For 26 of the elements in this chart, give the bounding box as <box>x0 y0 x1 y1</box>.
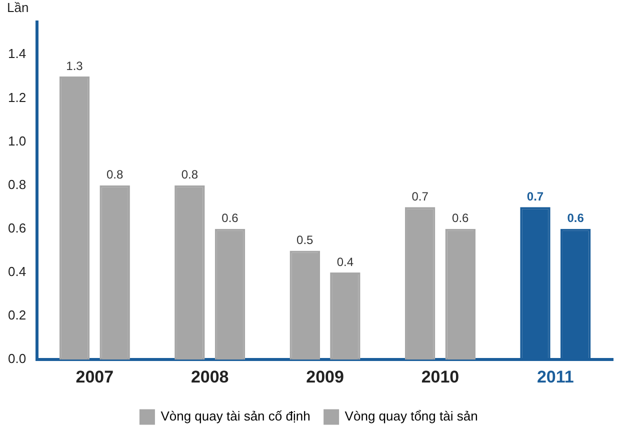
data-label: 0.8 <box>106 168 124 182</box>
y-tick-label: 0.8 <box>8 176 26 192</box>
data-label: 0.6 <box>567 211 584 226</box>
x-tick-label: 2007 <box>76 367 114 386</box>
x-tick-label: 2009 <box>306 367 344 386</box>
y-tick-label: 0.2 <box>8 308 26 323</box>
legend-label: Vòng quay tổng tài sản <box>344 408 478 424</box>
y-tick-label: 1.0 <box>8 133 26 148</box>
x-tick-label: 2011 <box>536 367 574 386</box>
y-tick-label: 1.2 <box>8 90 26 105</box>
x-tick-label: 2008 <box>190 367 229 386</box>
data-label: 0.7 <box>526 189 544 204</box>
y-axis-title: Lần <box>7 0 29 16</box>
data-label: 0.6 <box>452 211 470 226</box>
data-label: 0.7 <box>412 189 429 204</box>
x-tick-label: 2010 <box>421 367 460 386</box>
data-label: 0.4 <box>336 254 354 269</box>
data-label: 1.3 <box>66 58 84 73</box>
data-label: 0.5 <box>296 233 314 248</box>
y-tick-label: 0.6 <box>8 220 26 236</box>
legend-label: Vòng quay tài sản cố định <box>160 408 310 424</box>
y-tick-label: 0.0 <box>8 351 26 366</box>
y-tick-label: 1.4 <box>8 46 26 62</box>
data-label: 0.8 <box>181 168 198 182</box>
data-label: 0.6 <box>222 211 239 226</box>
y-tick-label: 0.4 <box>8 264 26 280</box>
